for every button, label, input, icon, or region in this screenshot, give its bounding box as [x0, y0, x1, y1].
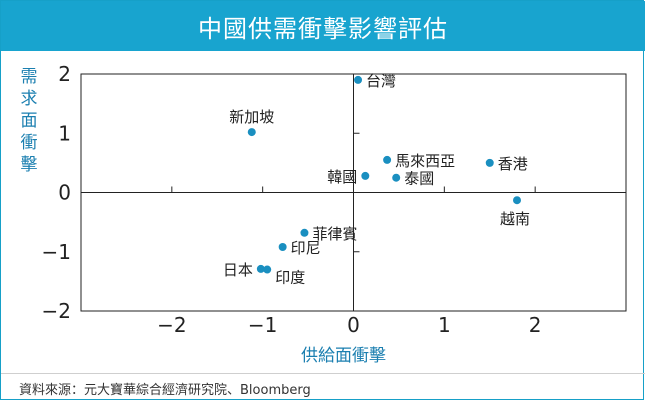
data-label: 印尼	[291, 239, 321, 257]
y-tick-label: 0	[58, 181, 71, 205]
data-point	[256, 264, 265, 273]
data-label: 新加坡	[229, 108, 274, 126]
x-tick-label: −2	[157, 313, 186, 337]
data-point	[485, 158, 494, 167]
y-tick-label: 1	[58, 121, 71, 145]
data-point	[361, 171, 370, 180]
data-label: 越南	[500, 210, 530, 228]
chart-title: 中國供需衝擊影響評估	[198, 14, 448, 43]
x-tick-label: 2	[529, 313, 542, 337]
data-label: 印度	[275, 269, 305, 287]
y-tick-label: −2	[42, 299, 71, 323]
data-point	[247, 128, 256, 137]
data-point	[278, 243, 287, 252]
x-tick-label: −1	[248, 313, 277, 337]
x-tick-label: 1	[438, 313, 451, 337]
source-note: 資料來源：元大寶華綜合經濟研究院、Bloomberg	[19, 383, 311, 398]
y-tick-label: 2	[58, 62, 71, 86]
title-bar: 中國供需衝擊影響評估	[1, 1, 645, 51]
source-divider	[1, 373, 645, 374]
data-point	[383, 155, 392, 164]
data-label: 香港	[498, 155, 528, 173]
y-axis-label: 需求面衝擊	[21, 67, 38, 175]
y-tick-label: −1	[42, 240, 71, 264]
data-label: 韓國	[327, 168, 357, 186]
data-point	[354, 75, 363, 84]
data-label: 泰國	[404, 170, 434, 188]
data-point	[263, 265, 272, 274]
data-label: 菲律賓	[312, 225, 357, 243]
data-point	[300, 228, 309, 237]
data-point	[513, 196, 521, 205]
data-label: 日本	[223, 261, 253, 279]
data-label: 台灣	[366, 72, 396, 90]
data-label: 馬來西亞	[395, 152, 455, 170]
x-tick-label: 0	[347, 313, 360, 337]
data-point	[392, 173, 401, 182]
x-axis-label: 供給面衝擊	[301, 346, 386, 366]
